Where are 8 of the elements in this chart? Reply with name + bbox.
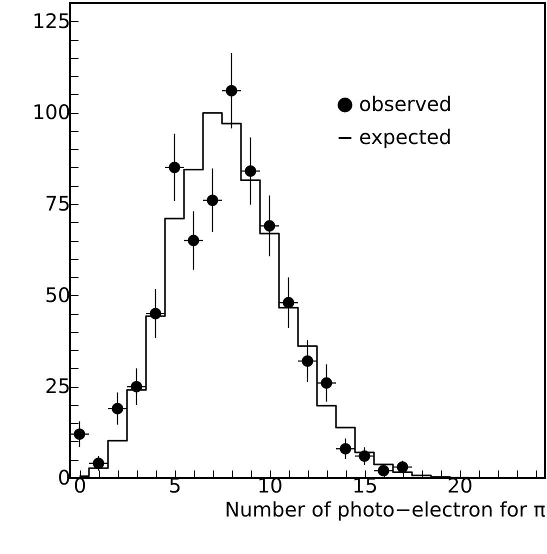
y-tick-label: 100 <box>32 100 70 124</box>
legend-label: expected <box>359 125 452 149</box>
y-tick-label: 50 <box>45 282 70 307</box>
legend-label: observed <box>359 92 452 116</box>
y-tick-label: 125 <box>32 8 70 33</box>
x-axis-title: Number of photo−electron for π <box>224 498 546 522</box>
y-tick-label: 75 <box>45 191 70 216</box>
y-tick-label: 25 <box>45 374 70 398</box>
